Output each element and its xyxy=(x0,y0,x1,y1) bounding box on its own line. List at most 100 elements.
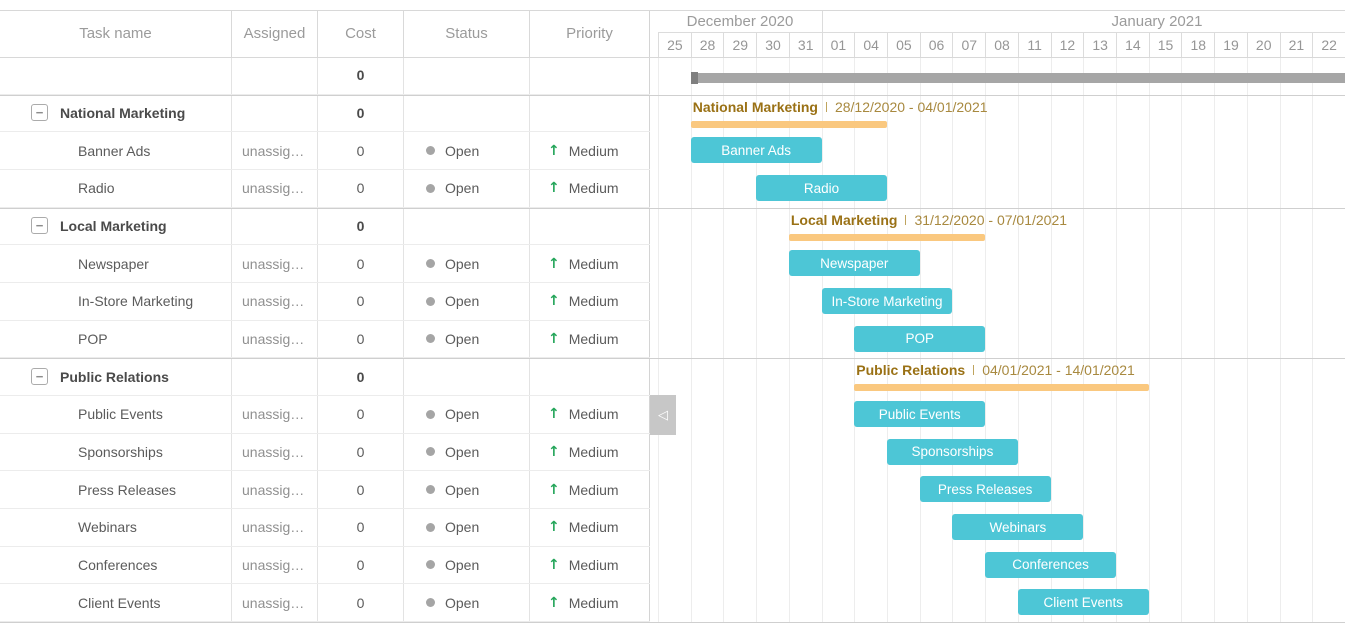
task-row-newspaper[interactable]: Newspaper unassig… 0 Open ↑ Medium xyxy=(0,245,650,283)
task-bar-press-releases[interactable]: Press Releases xyxy=(919,476,1051,503)
task-row-webinars[interactable]: Webinars unassig… 0 Open ↑ Medium xyxy=(0,509,650,547)
cost-cell[interactable]: 0 xyxy=(318,433,404,471)
task-name-cell[interactable]: Public Events xyxy=(0,396,232,433)
collapse-minus-icon[interactable]: − xyxy=(31,368,48,386)
assigned-cell[interactable]: unassig… xyxy=(232,283,318,320)
cost-cell[interactable]: 0 xyxy=(318,584,404,621)
task-row-local-marketing[interactable]: − Local Marketing 0 xyxy=(0,207,650,246)
priority-cell[interactable]: ↑ Medium xyxy=(530,509,650,546)
assigned-cell[interactable]: unassig… xyxy=(232,584,318,621)
assigned-cell[interactable] xyxy=(232,57,318,94)
cost-cell[interactable]: 0 xyxy=(318,320,404,358)
status-cell[interactable]: Open xyxy=(404,283,530,320)
status-cell[interactable]: Open xyxy=(404,170,530,207)
task-name-cell[interactable]: Press Releases xyxy=(0,471,232,508)
summary-bar-national-marketing[interactable] xyxy=(690,120,887,128)
priority-cell[interactable]: ↑ Medium xyxy=(530,245,650,282)
status-cell[interactable] xyxy=(404,358,530,395)
task-bar-client-events[interactable]: Client Events xyxy=(1017,589,1149,616)
task-name-cell[interactable]: Banner Ads xyxy=(0,132,232,169)
assigned-cell[interactable] xyxy=(232,207,318,245)
task-row-pop[interactable]: POP unassig… 0 Open ↑ Medium xyxy=(0,320,650,359)
summary-bar-public-relations[interactable] xyxy=(854,384,1149,392)
priority-cell[interactable] xyxy=(530,207,650,245)
task-name-cell[interactable]: Conferences xyxy=(0,546,232,584)
assigned-cell[interactable]: unassig… xyxy=(232,245,318,282)
task-name-cell[interactable]: POP xyxy=(0,320,232,358)
task-name-cell[interactable]: Newspaper xyxy=(0,245,232,282)
task-row-sponsorships[interactable]: Sponsorships unassig… 0 Open ↑ Medium xyxy=(0,433,650,472)
cost-cell[interactable]: 0 xyxy=(318,283,404,320)
column-header-status[interactable]: Status xyxy=(404,10,530,57)
task-name-cell[interactable]: − National Marketing xyxy=(0,94,232,132)
task-row-conferences[interactable]: Conferences unassig… 0 Open ↑ Medium xyxy=(0,546,650,585)
splitter-collapse-button[interactable]: ◁ xyxy=(650,395,676,435)
status-cell[interactable]: Open xyxy=(404,584,530,621)
priority-cell[interactable]: ↑ Medium xyxy=(530,546,650,584)
task-name-cell[interactable]: In-Store Marketing xyxy=(0,283,232,320)
assigned-cell[interactable]: unassig… xyxy=(232,471,318,508)
task-name-cell[interactable]: − Public Relations xyxy=(0,358,232,395)
assigned-cell[interactable]: unassig… xyxy=(232,509,318,546)
assigned-cell[interactable]: unassig… xyxy=(232,170,318,207)
assigned-cell[interactable] xyxy=(232,94,318,132)
status-cell[interactable]: Open xyxy=(404,546,530,584)
status-cell[interactable]: Open xyxy=(404,320,530,358)
task-bar-newspaper[interactable]: Newspaper xyxy=(788,250,920,277)
cost-cell[interactable]: 0 xyxy=(318,207,404,245)
assigned-cell[interactable] xyxy=(232,358,318,395)
status-cell[interactable]: Open xyxy=(404,433,530,471)
task-row-public-events[interactable]: Public Events unassig… 0 Open ↑ Medium xyxy=(0,396,650,434)
task-row-banner-ads[interactable]: Banner Ads unassig… 0 Open ↑ Medium xyxy=(0,132,650,170)
cost-cell[interactable]: 0 xyxy=(318,546,404,584)
priority-cell[interactable] xyxy=(530,358,650,395)
column-header-assigned[interactable]: Assigned xyxy=(232,10,318,57)
task-bar-pop[interactable]: POP xyxy=(854,325,986,352)
priority-cell[interactable] xyxy=(530,94,650,132)
cost-cell[interactable]: 0 xyxy=(318,396,404,433)
priority-cell[interactable]: ↑ Medium xyxy=(530,283,650,320)
cost-cell[interactable]: 0 xyxy=(318,170,404,207)
status-cell[interactable] xyxy=(404,94,530,132)
cost-cell[interactable]: 0 xyxy=(318,471,404,508)
cost-cell[interactable]: 0 xyxy=(318,245,404,282)
status-cell[interactable]: Open xyxy=(404,471,530,508)
assigned-cell[interactable]: unassig… xyxy=(232,546,318,584)
task-bar-webinars[interactable]: Webinars xyxy=(952,514,1084,540)
task-name-cell[interactable]: Client Events xyxy=(0,584,232,621)
task-bar-conferences[interactable]: Conferences xyxy=(985,551,1116,578)
task-row-radio[interactable]: Radio unassig… 0 Open ↑ Medium xyxy=(0,170,650,208)
priority-cell[interactable]: ↑ Medium xyxy=(530,320,650,358)
task-name-cell[interactable]: − Local Marketing xyxy=(0,207,232,245)
task-row-press-releases[interactable]: Press Releases unassig… 0 Open ↑ Medium xyxy=(0,471,650,509)
task-row-public-relations[interactable]: − Public Relations 0 xyxy=(0,358,650,396)
collapse-minus-icon[interactable]: − xyxy=(31,217,48,235)
assigned-cell[interactable]: unassig… xyxy=(232,396,318,433)
task-row-in-store-marketing[interactable]: In-Store Marketing unassig… 0 Open ↑ Medium xyxy=(0,283,650,321)
task-bar-public-events[interactable]: Public Events xyxy=(854,401,986,427)
cost-cell[interactable]: 0 xyxy=(318,94,404,132)
task-name-cell[interactable] xyxy=(0,57,232,94)
task-name-cell[interactable]: Sponsorships xyxy=(0,433,232,471)
collapse-minus-icon[interactable]: − xyxy=(31,104,48,122)
task-bar-radio[interactable]: Radio xyxy=(756,175,887,201)
priority-cell[interactable]: ↑ Medium xyxy=(530,132,650,169)
priority-cell[interactable]: ↑ Medium xyxy=(530,584,650,621)
status-cell[interactable] xyxy=(404,57,530,94)
cost-cell[interactable]: 0 xyxy=(318,509,404,546)
task-name-cell[interactable]: Webinars xyxy=(0,509,232,546)
cost-cell[interactable]: 0 xyxy=(318,132,404,169)
task-row-bar[interactable]: 0 xyxy=(0,57,650,95)
status-cell[interactable] xyxy=(404,207,530,245)
column-header-priority[interactable]: Priority xyxy=(530,10,650,57)
priority-cell[interactable] xyxy=(530,57,650,94)
assigned-cell[interactable]: unassig… xyxy=(232,433,318,471)
column-header-cost[interactable]: Cost xyxy=(318,10,404,57)
priority-cell[interactable]: ↑ Medium xyxy=(530,170,650,207)
task-bar-banner-ads[interactable]: Banner Ads xyxy=(690,137,822,164)
status-cell[interactable]: Open xyxy=(404,132,530,169)
task-name-cell[interactable]: Radio xyxy=(0,170,232,207)
task-row-national-marketing[interactable]: − National Marketing 0 xyxy=(0,94,650,133)
assigned-cell[interactable]: unassig… xyxy=(232,132,318,169)
project-bar[interactable] xyxy=(690,73,1345,83)
